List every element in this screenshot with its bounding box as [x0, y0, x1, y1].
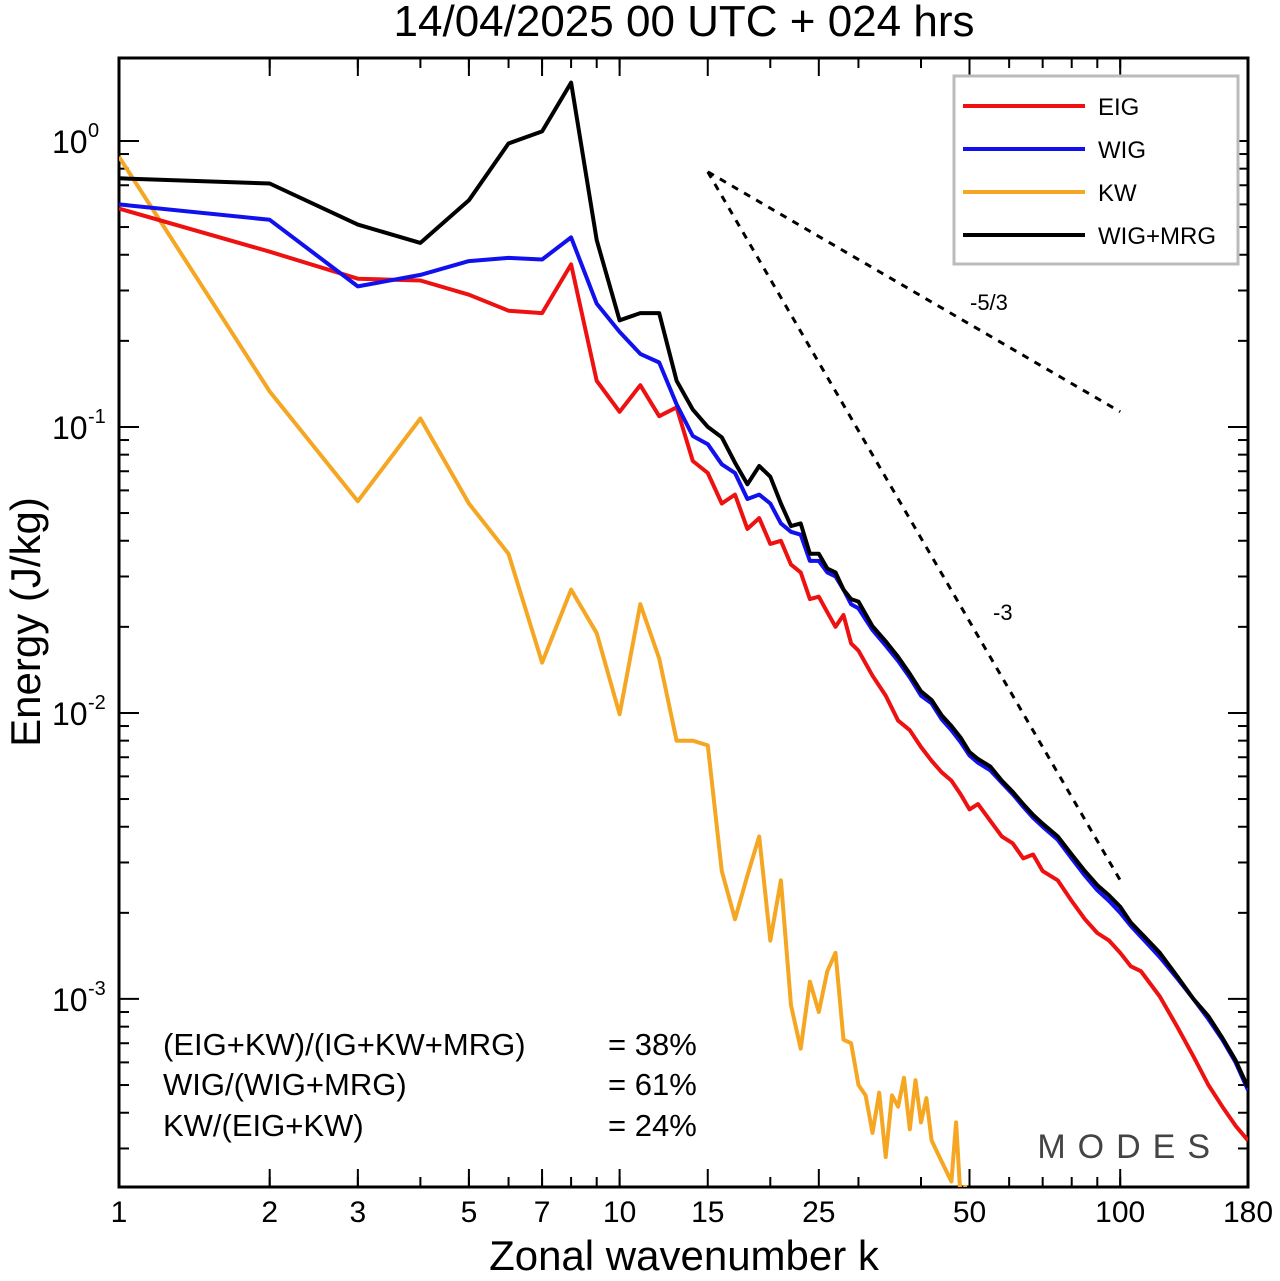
- slope-reference-lines: -5/3 -3: [706, 170, 1122, 882]
- y-tick-exponent: -3: [88, 978, 106, 1000]
- x-tick-label: 7: [534, 1196, 551, 1229]
- slope-line-1: [707, 170, 1121, 414]
- x-tick-label: 180: [1223, 1196, 1273, 1229]
- ratio-annotations: (EIG+KW)/(IG+KW+MRG) = 38% WIG/(WIG+MRG)…: [163, 1027, 697, 1143]
- legend-label-eig: EIG: [1098, 94, 1139, 121]
- ratio-value-1: = 38%: [608, 1027, 697, 1062]
- legend: EIG WIG KW WIG+MRG: [952, 74, 1240, 266]
- x-tick-label: 50: [953, 1196, 986, 1229]
- ratio-value-3: = 24%: [608, 1108, 697, 1143]
- y-tick-label: 10: [52, 696, 88, 732]
- series-line-wig: [119, 202, 1248, 1091]
- series-line-kw: [119, 155, 968, 1187]
- x-tick-label: 1: [111, 1196, 128, 1229]
- x-tick-label: 25: [802, 1196, 835, 1229]
- legend-label-kw: KW: [1098, 180, 1137, 207]
- ratio-label-2: WIG/(WIG+MRG): [163, 1067, 407, 1102]
- x-axis-label: Zonal wavenumber k: [489, 1232, 880, 1279]
- y-tick-exponent: -2: [88, 692, 106, 714]
- x-tick-label: 15: [691, 1196, 724, 1229]
- slope-line-2: [706, 171, 1122, 882]
- ratio-label-1: (EIG+KW)/(IG+KW+MRG): [163, 1027, 526, 1062]
- ratio-label-3: KW/(EIG+KW): [163, 1108, 364, 1143]
- y-axis-label: Energy (J/kg): [2, 497, 49, 747]
- series-lines: [119, 80, 1248, 1187]
- x-tick-label: 2: [261, 1196, 278, 1229]
- y-tick-label: 10: [52, 124, 88, 160]
- y-tick-label: 10: [52, 410, 88, 446]
- legend-label-wig-mrg: WIG+MRG: [1098, 223, 1216, 250]
- slope-label-2: -3: [993, 600, 1013, 625]
- x-tick-label: 3: [350, 1196, 367, 1229]
- x-tick-label: 5: [461, 1196, 478, 1229]
- x-tick-label: 10: [603, 1196, 636, 1229]
- y-tick-label: 10: [52, 982, 88, 1018]
- x-tick-label: 100: [1095, 1196, 1145, 1229]
- series-line-wig-mrg: [119, 80, 1248, 1089]
- slope-label-1: -5/3: [970, 290, 1008, 315]
- series-line-eig: [119, 206, 1248, 1142]
- y-tick-exponent: -1: [88, 406, 106, 428]
- plot-frame: [117, 56, 1250, 1189]
- chart-title: 14/04/2025 00 UTC + 024 hrs: [394, 0, 975, 46]
- legend-label-wig: WIG: [1098, 137, 1146, 164]
- modes-watermark: MODES: [1037, 1128, 1222, 1166]
- y-tick-exponent: 0: [88, 120, 99, 142]
- ratio-value-2: = 61%: [608, 1067, 697, 1102]
- x-axis-ticks: 1 2 3 5 7 10 15 25 50 100 180: [111, 58, 1273, 1229]
